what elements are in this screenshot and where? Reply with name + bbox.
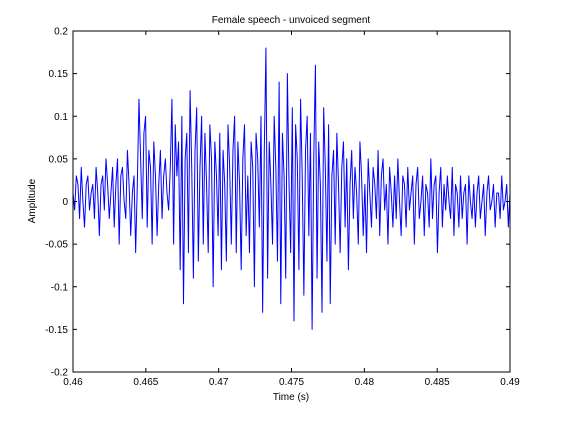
y-tick-label: 0.05 xyxy=(49,154,69,165)
y-ticks: -0.2 -0.15 -0.1 -0.05 0 0.05 0.1 0.15 0.2 xyxy=(45,27,510,379)
y-tick-label: -0.1 xyxy=(51,282,69,293)
y-tick-label: -0.15 xyxy=(45,325,68,336)
y-tick-label: -0.05 xyxy=(45,240,68,251)
x-tick-label: 0.485 xyxy=(425,377,450,388)
y-tick-label: -0.2 xyxy=(51,368,69,379)
y-axis-label: Amplitude xyxy=(27,178,38,223)
y-tick-label: 0.15 xyxy=(49,69,69,80)
y-tick-label: 0 xyxy=(62,197,68,208)
x-tick-label: 0.46 xyxy=(63,377,83,388)
x-tick-label: 0.49 xyxy=(500,377,520,388)
y-tick-label: 0.2 xyxy=(54,27,68,38)
chart-title: Female speech - unvoiced segment xyxy=(212,15,371,26)
y-tick-label: 0.1 xyxy=(54,112,68,123)
series-group xyxy=(72,47,511,330)
x-tick-label: 0.465 xyxy=(133,377,158,388)
x-tick-label: 0.48 xyxy=(355,377,375,388)
x-ticks: 0.46 0.465 0.47 0.475 0.48 0.485 0.49 xyxy=(63,31,520,388)
x-tick-label: 0.475 xyxy=(279,377,304,388)
series-line xyxy=(72,47,511,330)
x-axis-label: Time (s) xyxy=(273,392,309,403)
x-tick-label: 0.47 xyxy=(209,377,229,388)
